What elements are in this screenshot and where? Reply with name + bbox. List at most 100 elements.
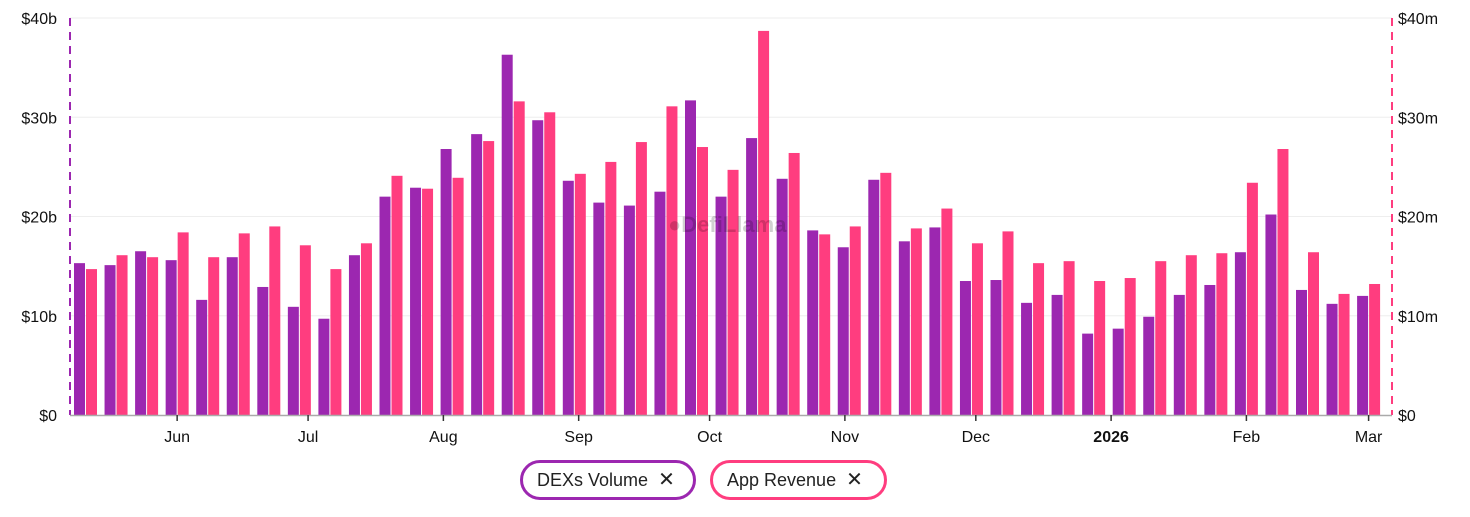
bar-dexs-volume [74,263,85,415]
bar-dexs-volume [257,286,269,415]
bar-app-revenue [1246,182,1258,415]
bar-app-revenue [849,226,861,415]
bar-app-revenue [238,233,250,415]
bar-dexs-volume [746,138,758,415]
bar-dexs-volume [685,100,696,415]
x-tick-label: Feb [1233,429,1261,446]
bar-app-revenue [788,152,800,416]
bar-dexs-volume [440,149,452,415]
bar-dexs-volume [1021,302,1033,415]
bar-app-revenue [1124,278,1136,415]
y-left-tick-label: $0 [39,408,57,425]
bar-dexs-volume [287,306,299,415]
bar-app-revenue [513,101,525,416]
bar-dexs-volume [1051,294,1063,415]
bar-app-revenue [1338,293,1350,415]
bar-dexs-volume [898,241,910,415]
y-right-tick-label: $20m [1398,210,1438,227]
y-left-tick-label: $10b [21,309,57,326]
y-left-tick-label: $20b [21,210,57,227]
bar-app-revenue [452,177,464,415]
bar-app-revenue [910,228,922,415]
bar-dexs-volume [929,227,941,415]
bar-dexs-volume [1143,316,1155,415]
bar-app-revenue [635,142,647,415]
bar-dexs-volume [715,196,727,415]
bar-dexs-volume [1234,252,1246,415]
bar-dexs-volume [837,247,849,415]
watermark-logo: ●DefiLlama [668,212,787,237]
close-icon[interactable]: ✕ [846,469,863,491]
bar-app-revenue [86,269,97,415]
bar-app-revenue [819,234,831,415]
y-right-tick-label: $40m [1398,11,1438,28]
bar-dexs-volume [104,265,116,415]
bar-app-revenue [360,243,372,415]
bar-dexs-volume [1265,214,1277,415]
x-tick-label: Aug [429,429,457,446]
bar-dexs-volume [623,205,635,415]
bar-app-revenue [269,226,281,415]
bar-dexs-volume [776,178,788,415]
x-tick-label: Nov [831,429,859,446]
bar-app-revenue [147,257,159,415]
y-left-tick-label: $30b [21,110,57,127]
x-tick-label: Mar [1355,429,1383,446]
bar-app-revenue [1063,261,1075,415]
bar-app-revenue [666,106,678,416]
bar-dexs-volume [807,230,819,415]
bar-app-revenue [208,257,220,415]
bar-app-revenue [941,208,953,415]
bar-dexs-volume [532,120,544,415]
bar-dexs-volume [196,299,208,415]
bar-app-revenue [330,269,342,415]
bar-dexs-volume [471,134,483,415]
legend-label: DEXs Volume [537,469,649,490]
x-tick-label: 2026 [1093,429,1129,446]
x-tick-label: Jul [298,429,318,446]
bar-app-revenue [422,188,434,415]
bar-app-revenue [391,175,403,415]
legend-app-revenue[interactable]: App Revenue ✕ [710,460,887,500]
bar-app-revenue [727,169,739,415]
bar-app-revenue [1094,281,1106,415]
bar-app-revenue [1155,261,1167,415]
y-right-tick-label: $10m [1398,309,1438,326]
bar-dexs-volume [226,257,238,415]
bar-app-revenue [177,232,189,415]
bar-dexs-volume [593,202,605,415]
bar-app-revenue [1185,255,1197,415]
bar-dexs-volume [990,280,1002,415]
bar-chart: $0 $0 $10b $10m $20b $20m $30b $30m $40b $40m Jun J… [21,11,1438,446]
y-right-tick-label: $0 [1398,408,1416,425]
bar-dexs-volume [1112,328,1124,415]
bar-dexs-volume [1326,303,1338,415]
bar-dexs-volume [318,318,330,415]
bar-app-revenue [299,245,311,415]
y-right-tick-label: $30m [1398,110,1438,127]
legend-label: App Revenue [727,469,837,490]
bar-dexs-volume [135,251,147,415]
legend-dexs-volume[interactable]: DEXs Volume ✕ [520,460,696,500]
bar-dexs-volume [379,196,391,415]
bar-dexs-volume [959,281,971,415]
bar-app-revenue [1369,283,1381,415]
bar-app-revenue [116,255,128,415]
bar-app-revenue [971,243,983,415]
x-tick-label: Sep [564,429,593,446]
bar-dexs-volume [562,180,574,415]
bar-dexs-volume [410,187,422,415]
bar-dexs-volume [165,260,177,415]
bar-dexs-volume [501,54,513,415]
bar-app-revenue [605,161,617,415]
bar-app-revenue [483,141,495,415]
close-icon[interactable]: ✕ [658,469,675,491]
bar-app-revenue [574,173,586,415]
bar-dexs-volume [654,191,666,415]
x-tick-label: Dec [962,429,990,446]
bar-dexs-volume [1173,294,1185,415]
bar-dexs-volume [348,255,360,415]
bar-app-revenue [1216,253,1228,415]
bar-dexs-volume [1204,284,1216,415]
bar-app-revenue [1308,252,1319,415]
